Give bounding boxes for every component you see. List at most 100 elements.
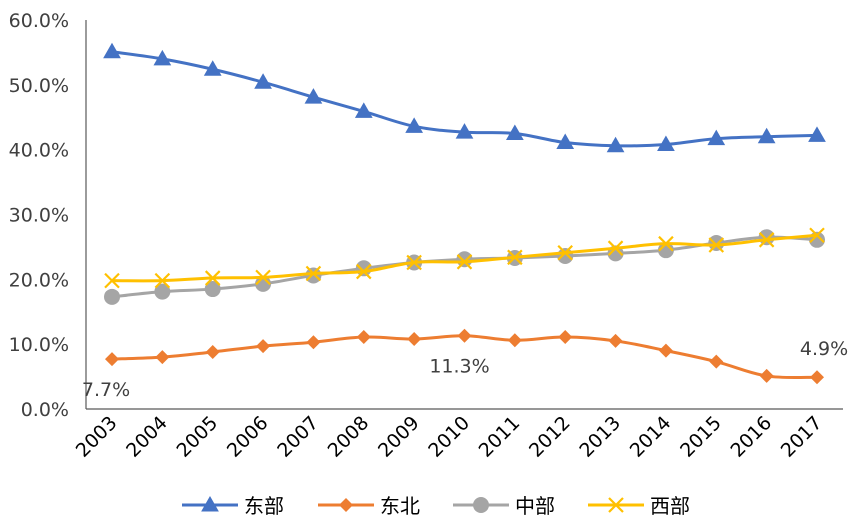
data-point xyxy=(658,235,674,252)
data-point xyxy=(406,254,422,271)
data-label: 4.9% xyxy=(800,338,848,360)
data-point xyxy=(759,368,774,383)
data-point xyxy=(104,288,120,305)
data-point xyxy=(455,123,474,139)
x-tick-label: 2004 xyxy=(122,412,172,462)
data-point xyxy=(758,232,775,248)
legend-item: 东北 xyxy=(318,494,420,518)
data-point xyxy=(405,117,424,133)
y-axis: 0.0% 10.0% 20.0% 30.0% 40.0% 50.0% 60.0% xyxy=(9,10,87,421)
data-point xyxy=(505,124,524,140)
x-tick-label: 2007 xyxy=(273,412,323,462)
data-point xyxy=(154,272,171,289)
x-tick-label: 2003 xyxy=(72,412,122,462)
series-circle xyxy=(104,229,825,305)
legend-label: 东北 xyxy=(380,494,420,518)
data-point xyxy=(658,343,673,358)
data-point xyxy=(355,260,372,277)
data-point xyxy=(155,350,170,365)
data-point xyxy=(657,135,675,151)
y-tick-label: 50.0% xyxy=(9,75,69,97)
x-tick-label: 2008 xyxy=(324,412,374,462)
legend-label: 中部 xyxy=(515,494,555,518)
x-tick-label: 2009 xyxy=(374,412,424,462)
data-point xyxy=(256,339,271,354)
y-tick-label: 20.0% xyxy=(9,269,69,291)
data-point xyxy=(809,227,825,244)
x-tick-label: 2015 xyxy=(676,412,726,462)
data-point xyxy=(810,370,824,385)
x-tick-label: 2010 xyxy=(424,412,474,462)
data-point xyxy=(254,73,272,89)
data-point xyxy=(456,251,473,268)
legend-item: 东部 xyxy=(182,494,284,518)
data-point xyxy=(305,267,322,284)
data-point xyxy=(104,272,120,289)
data-labels: 7.7% 11.3% 4.9% xyxy=(82,338,848,401)
data-point xyxy=(507,249,523,266)
legend-item: 中部 xyxy=(453,494,555,518)
data-point xyxy=(205,344,220,359)
data-point xyxy=(305,265,322,282)
x-tick-label: 2012 xyxy=(525,412,575,462)
data-point xyxy=(758,229,775,246)
data-point xyxy=(255,269,271,286)
data-point xyxy=(354,102,373,118)
data-point xyxy=(457,328,472,343)
x-tick-label: 2005 xyxy=(172,412,222,462)
y-tick-label: 60.0% xyxy=(9,10,69,32)
x-tick-label: 2013 xyxy=(575,412,625,462)
data-point xyxy=(558,330,573,345)
data-point xyxy=(304,88,323,104)
legend-label: 西部 xyxy=(650,494,690,518)
y-tick-label: 40.0% xyxy=(9,140,69,162)
y-tick-label: 0.0% xyxy=(21,399,69,421)
data-point xyxy=(709,354,724,369)
data-point xyxy=(707,129,726,146)
data-label: 7.7% xyxy=(82,379,130,401)
legend-label: 东部 xyxy=(244,494,284,518)
data-point xyxy=(204,270,221,286)
data-point xyxy=(557,247,574,264)
y-tick-label: 30.0% xyxy=(9,205,69,227)
x-tick-label: 2016 xyxy=(726,412,776,462)
series-layer xyxy=(103,42,826,385)
data-point xyxy=(708,237,725,253)
data-point xyxy=(203,60,222,76)
data-point xyxy=(757,127,776,144)
legend-item: 西部 xyxy=(588,494,690,518)
legend: 东部 东北 中部 西部 xyxy=(182,494,690,518)
data-point xyxy=(608,333,623,348)
legend-marker xyxy=(339,498,353,512)
data-point xyxy=(204,281,221,298)
data-point xyxy=(356,330,371,345)
x-tick-label: 2017 xyxy=(777,412,827,462)
data-point xyxy=(808,126,826,142)
data-point xyxy=(507,333,522,348)
data-point xyxy=(708,235,725,252)
y-tick-label: 10.0% xyxy=(9,334,69,356)
x-axis: 2003 2004 2005 2006 2007 2008 2009 2010 2011 2012… xyxy=(72,408,843,462)
data-point xyxy=(606,136,625,153)
data-point xyxy=(607,240,624,256)
data-point xyxy=(153,49,172,66)
series-diamond xyxy=(105,328,824,385)
data-point xyxy=(557,244,573,261)
data-point xyxy=(306,335,321,350)
data-point xyxy=(407,331,422,346)
data-point xyxy=(556,133,575,150)
series-triangle xyxy=(103,42,826,153)
data-point xyxy=(456,254,473,270)
data-point xyxy=(154,283,171,300)
series-x xyxy=(104,227,825,289)
data-point xyxy=(103,42,121,59)
legend-marker xyxy=(201,495,219,512)
data-point xyxy=(105,352,119,367)
legend-marker xyxy=(473,497,489,513)
data-point xyxy=(356,263,372,280)
x-tick-label: 2011 xyxy=(475,412,525,462)
data-label: 11.3% xyxy=(429,356,489,378)
legend-marker xyxy=(608,497,624,513)
x-tick-label: 2014 xyxy=(626,412,676,462)
